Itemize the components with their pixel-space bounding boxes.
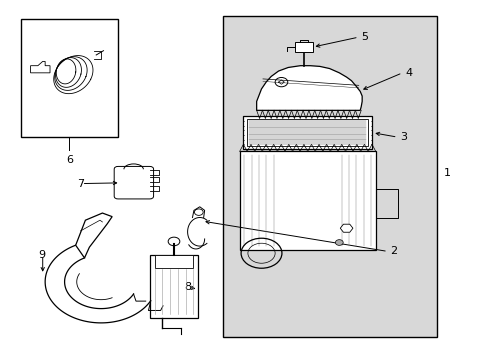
Text: 1: 1 [443,168,450,178]
Text: 2: 2 [389,247,397,256]
Circle shape [335,240,343,246]
Bar [246,119,368,146]
Text: 5: 5 [361,32,367,42]
Text: 8: 8 [183,282,191,292]
Bar [239,152,375,249]
Bar [21,19,118,137]
Bar [243,116,372,149]
Bar [149,255,198,318]
Bar [154,255,193,267]
Text: 9: 9 [38,250,45,260]
Text: 6: 6 [66,155,73,165]
Polygon shape [76,213,112,258]
Bar [294,42,312,52]
Text: 4: 4 [404,68,411,78]
Polygon shape [30,62,50,73]
Text: 3: 3 [399,132,406,142]
FancyBboxPatch shape [114,166,153,199]
Text: 7: 7 [77,179,84,189]
Polygon shape [256,66,362,111]
Bar [222,16,436,337]
Polygon shape [340,224,352,232]
